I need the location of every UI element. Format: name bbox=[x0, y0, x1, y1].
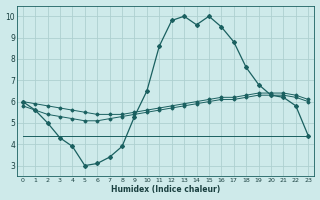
X-axis label: Humidex (Indice chaleur): Humidex (Indice chaleur) bbox=[111, 185, 220, 194]
